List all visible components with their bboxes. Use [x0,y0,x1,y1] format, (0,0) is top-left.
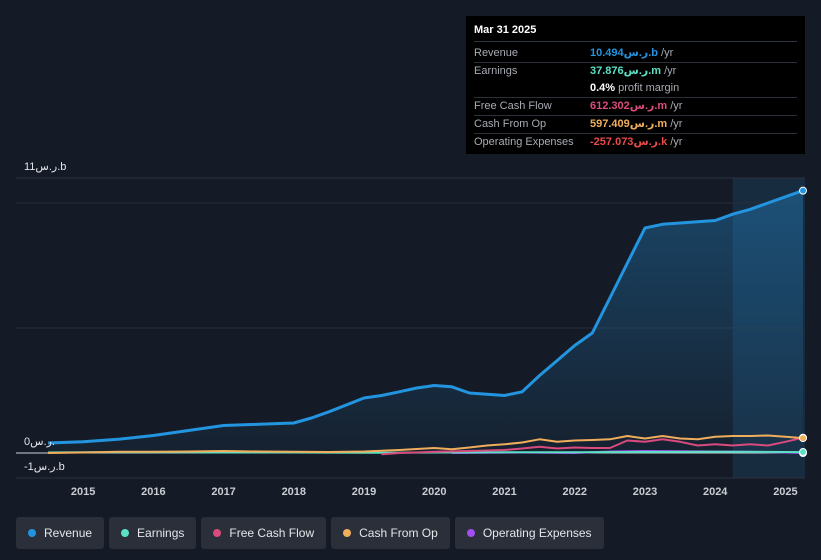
x-tick-label: 2020 [422,486,446,498]
tooltip-label: Revenue [474,47,519,59]
tooltip-value: 0.4% [590,82,616,94]
legend-dot-icon [28,529,36,537]
x-tick-label: 2021 [492,486,516,498]
legend-label: Cash From Op [359,526,438,540]
legend-label: Operating Expenses [482,526,592,540]
tooltip-value: 597.409ر.س.m [590,118,668,130]
legend-dot-icon [213,529,222,537]
y-axis-label-bottom: -1ر.س.b [24,461,65,473]
y-axis-label-zero: 0ر.س. [24,436,55,448]
series-line-free-cash-flow [381,436,804,456]
legend-label: Earnings [137,526,185,540]
tooltip-unit: /yr [670,100,683,112]
legend-item-earnings[interactable]: Earnings [109,517,197,549]
tooltip-label: Cash From Op [474,118,547,130]
tooltip-date: Mar 31 2025 [474,24,797,42]
x-tick-label: 2019 [352,486,376,498]
tooltip-row-opex: Operating Expenses -257.073ر.س.k /yr [474,134,797,151]
x-tick-label: 2018 [282,486,306,498]
tooltip-value: 612.302ر.س.m [590,100,668,112]
endpoint-marker-earnings [799,448,807,457]
tooltip-row-cfo: Cash From Op 597.409ر.س.m /yr [474,116,797,134]
legend-label: Free Cash Flow [229,526,315,540]
x-tick-label: 2024 [703,486,728,498]
tooltip-unit: /yr [670,118,683,130]
tooltip-unit: profit margin [618,82,680,94]
legend-dot-icon [466,529,475,537]
tooltip-unit: /yr [670,136,683,148]
tooltip-unit: /yr [661,47,674,59]
legend-item-operating-expenses[interactable]: Operating Expenses [454,517,604,549]
revenue-area [48,190,803,453]
legend-item-cash-from-op[interactable]: Cash From Op [331,517,450,549]
tooltip-label: Free Cash Flow [474,100,552,112]
series-line-cash-from-op [47,434,804,454]
series-line-revenue [47,189,804,445]
legend-label: Revenue [44,526,93,540]
tooltip-value: 10.494ر.س.b [590,47,659,59]
endpoint-marker-revenue [799,186,807,195]
x-tick-label: 2016 [141,486,165,498]
legend-dot-icon [343,529,352,537]
tooltip-panel: Mar 31 2025 Revenue 10.494ر.س.b /yr Earn… [466,16,805,154]
tooltip-value: -257.073ر.س.k [590,136,668,148]
y-axis-label-top: 11ر.س.b [24,161,67,173]
tooltip-row-margin: 0.4% profit margin [474,80,797,98]
x-tick-label: 2025 [773,486,797,498]
tooltip-row-earnings: Earnings 37.876ر.س.m /yr [474,63,797,80]
tooltip-row-fcf: Free Cash Flow 612.302ر.س.m /yr [474,98,797,116]
x-tick-label: 2017 [211,486,235,498]
endpoint-marker-cash-from-op [799,434,807,443]
legend-item-revenue[interactable]: Revenue [16,517,105,549]
tooltip-row-revenue: Revenue 10.494ر.س.b /yr [474,45,797,63]
legend-item-free-cash-flow[interactable]: Free Cash Flow [201,517,327,549]
tooltip-unit: /yr [664,65,677,77]
x-tick-label: 2022 [563,486,587,498]
legend-dot-icon [121,529,130,537]
x-tick-label: 2023 [633,486,657,498]
tooltip-label: Operating Expenses [474,136,574,148]
tooltip-value: 37.876ر.س.m [590,65,662,77]
tooltip-label [474,80,590,97]
tooltip-label: Earnings [474,65,518,77]
legend: Revenue Earnings Free Cash Flow Cash Fro… [16,517,604,549]
x-tick-label: 2015 [71,486,95,498]
